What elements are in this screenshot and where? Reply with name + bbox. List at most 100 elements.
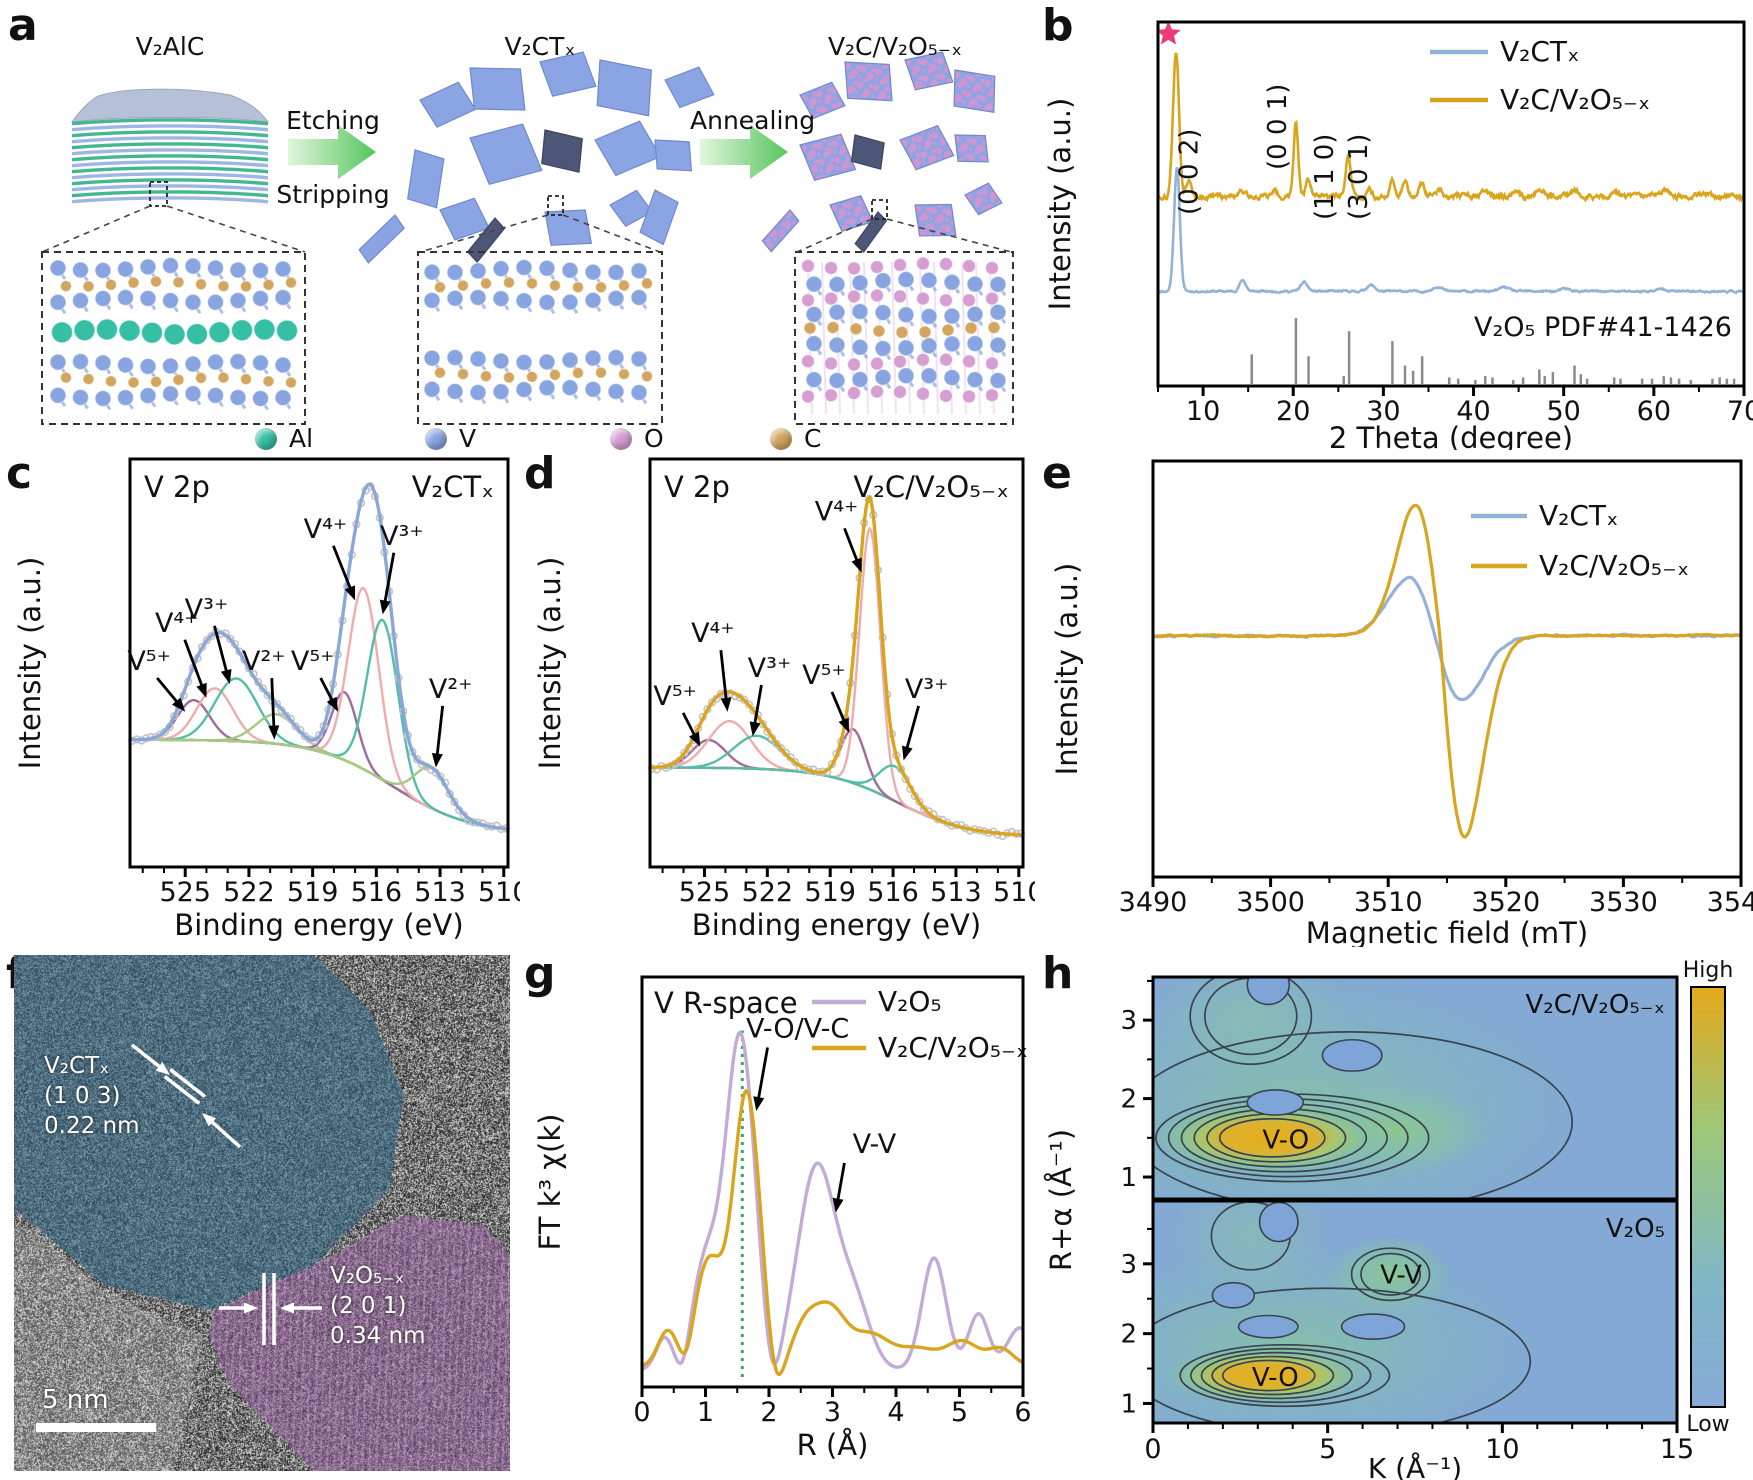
epr-trace-0 (1152, 575, 1741, 702)
arrow1-label-etching: Etching (286, 106, 380, 135)
tem-region1-plane: (1 0 3) (44, 1083, 121, 1109)
panel-c-xps-v2ctx: V⁵⁺ V⁴⁺ V³⁺ V²⁺ V⁵⁺ V⁴⁺ V³⁺ V²⁺ V 2p V₂CTₓ 525 522 5… (0, 447, 520, 947)
chart-text: 513 (930, 877, 982, 908)
panel-letter-d: d (524, 448, 556, 499)
chart-text: 3530 (1589, 887, 1658, 918)
chart-text: 522 (742, 877, 794, 908)
wavelet-subplot-0 (1153, 977, 1677, 1199)
chart-text: V-O/V-C (746, 1014, 849, 1045)
chart-text: V 2p (144, 470, 210, 504)
schematic-drawing (41, 51, 1014, 425)
chart-text: 1 (697, 1397, 714, 1428)
tem-noise-canvas (14, 955, 510, 1471)
chart-text: 20 (1276, 396, 1310, 427)
chart-text: V₂C/V₂O₅₋ₓ (1526, 990, 1665, 1020)
chart-text: 4 (887, 1397, 904, 1428)
chart-text: 30 (1366, 396, 1400, 427)
panel-letter-c: c (6, 448, 33, 499)
chart-text: High (1683, 958, 1734, 983)
chart-text: V₂CTₓ (1539, 499, 1618, 532)
chart-text: V⁵⁺ (291, 646, 335, 677)
legend-item-o: O (610, 424, 664, 453)
stage-title-v2alc: V₂AlC (135, 32, 205, 61)
chart-text: Magnetic field (mT) (1306, 916, 1588, 947)
chart-text: 15 (1660, 1434, 1694, 1465)
chart-text: 40 (1456, 396, 1490, 427)
exafs-trace-0 (641, 1030, 1024, 1371)
chart-text: V₂C/V₂O₅₋ₓ (853, 470, 1009, 504)
panel-d-xps-v2c-v2o5: V⁵⁺ V⁴⁺ V³⁺ V⁵⁺ V⁴⁺ V³⁺ V 2p V₂C/V₂O₅₋ₓ 525 522 51… (520, 447, 1035, 947)
chart-text: 525 (159, 877, 211, 908)
tem-region2-name: V₂O₅₋ₓ (330, 1263, 405, 1289)
chart-text: 522 (223, 877, 275, 908)
chart-text: K (Å⁻¹) (1368, 1451, 1462, 1480)
al-atom-icon (255, 427, 277, 450)
chart-text: 525 (679, 877, 731, 908)
tem-region2-spacing: 0.34 nm (330, 1323, 426, 1349)
chart-text: V₂O₅ (1606, 1214, 1665, 1244)
chart-text: V⁴⁺ (815, 496, 859, 527)
chart-text: V-O (1252, 1363, 1299, 1393)
panel-b-xrd: V₂O₅ PDF#41-1426 (0 0 2) (0 0 1) (1 1 0) (3 … (1030, 0, 1753, 450)
chart-text: FT k³ χ(k) (533, 1114, 567, 1251)
chart-text: 3500 (1236, 887, 1305, 918)
chart-text: V₂CTₓ (412, 470, 494, 504)
chart-text: (0 0 1) (1263, 84, 1293, 170)
chart-text: V₂C/V₂O₅₋ₓ (878, 1031, 1028, 1064)
epr-trace-1 (1153, 503, 1741, 839)
chart-text: (0 0 2) (1175, 129, 1205, 215)
epr-chart: V₂CTₓ V₂C/V₂O₅₋ₓ 3490 3500 3510 3520 3530 3540 M… (1050, 459, 1753, 947)
stage-title-v2ctx: V₂CTₓ (504, 32, 576, 61)
chart-text: V⁵⁺ (127, 646, 171, 677)
chart-text: 1 (1120, 1163, 1137, 1193)
colorbar (1690, 986, 1726, 1408)
tem-region2-plane: (2 0 1) (330, 1293, 407, 1319)
chart-text: 2 Theta (degree) (1329, 421, 1573, 450)
chart-text: 510 (993, 877, 1035, 908)
chart-text: (3 0 1) (1344, 134, 1374, 220)
chart-text: V-O (1262, 1125, 1309, 1155)
panel-letter-e: e (1042, 448, 1072, 499)
legend-item-al: Al (255, 424, 313, 453)
o-atom-icon (610, 427, 632, 450)
chart-text: Intensity (a.u.) (1043, 98, 1077, 311)
chart-text: V⁴⁺ (691, 618, 735, 649)
chart-text: 70 (1727, 396, 1753, 427)
chart-text: V³⁺ (905, 674, 949, 705)
chart-text: V-V (1380, 1260, 1422, 1290)
chart-text: Binding energy (eV) (174, 908, 463, 942)
chart-text: 50 (1547, 396, 1581, 427)
xrd-trace-0 (1157, 166, 1745, 295)
chart-text: Low (1686, 1412, 1729, 1437)
chart-text: Binding energy (eV) (692, 908, 981, 942)
chart-text: V 2p (664, 470, 730, 504)
chart-text: V R-space (654, 986, 798, 1020)
panel-letter-b: b (1042, 0, 1074, 51)
chart-text: 3510 (1354, 887, 1423, 918)
chart-text: 0 (633, 1397, 650, 1428)
chart-text: 2 (760, 1397, 777, 1428)
chart-text: V²⁺ (429, 674, 473, 705)
chart-text: R (Å) (797, 1428, 869, 1462)
chart-text: 6 (1014, 1397, 1031, 1428)
wavelet-chart: V-O V₂C/V₂O₅₋ₓ 1 2 3 V-O V-V V₂O₅ 1 2 3 0 5 10 15 K (Å⁻… (1044, 958, 1734, 1480)
panel-g-exafs: V-O/V-C V-V V₂O₅ V₂C/V₂O₅₋ₓ V R-space 0 1 2 3 4 5 6… (520, 947, 1035, 1480)
chart-text: V₂O₅ PDF#41-1426 (1474, 312, 1732, 343)
chart-text: V⁴⁺ (304, 514, 348, 545)
wavelet-subplot-1 (1153, 1201, 1677, 1423)
panel-letter-g: g (524, 948, 556, 999)
scalebar (36, 1423, 156, 1432)
chart-text: Intensity (a.u.) (533, 557, 567, 770)
chart-text: V⁵⁺ (802, 660, 846, 691)
tem-image: V₂CTₓ (1 0 3) 0.22 nm V₂O₅₋ₓ (2 0 1) 0.3… (14, 955, 510, 1471)
chart-text: V₂C/V₂O₅₋ₓ (1539, 549, 1689, 582)
chart-text: 2 (1120, 1320, 1137, 1350)
chart-text: 519 (804, 877, 856, 908)
chart-text: V₂CTₓ (1500, 35, 1579, 68)
chart-text: 510 (478, 877, 520, 908)
star-icon (1156, 21, 1181, 45)
arrow1-label-stripping: Stripping (276, 180, 390, 209)
panel-letter-a: a (8, 0, 38, 51)
